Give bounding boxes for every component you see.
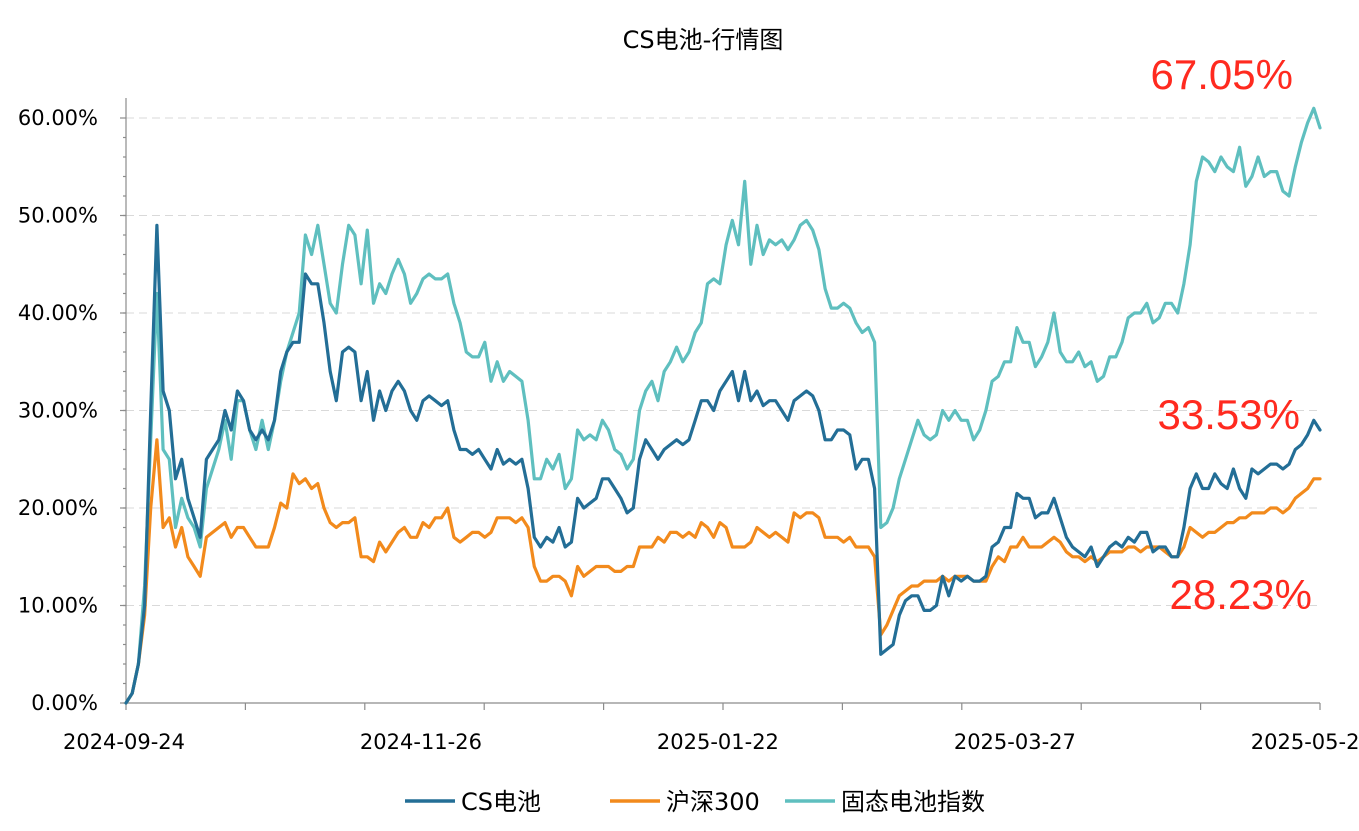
legend-label: 固态电池指数 — [841, 788, 985, 816]
annotation-cs-battery-return: 33.53% — [1158, 391, 1300, 438]
y-tick-label: 20.00% — [18, 496, 98, 520]
y-tick-label: 40.00% — [18, 301, 98, 325]
y-tick-label: 50.00% — [18, 204, 98, 228]
series-line-2 — [124, 106, 1322, 705]
x-tick-label: 2024-11-26 — [360, 730, 482, 754]
x-axis: 2024-09-24 2024-11-26 2025-01-22 2025-03-27… — [63, 702, 1359, 754]
annotation-solid-state-return: 67.05% — [1151, 51, 1293, 98]
y-tick-label: 60.00% — [18, 106, 98, 130]
y-axis: 0.00% 10.00% 20.00% 30.00% 40.00% 50.00% 60.00… — [18, 98, 127, 715]
legend-label: CS电池 — [461, 788, 541, 816]
series-line-1 — [124, 438, 1322, 705]
x-tick-label: 2024-09-24 — [63, 730, 185, 754]
legend-label: 沪深300 — [666, 788, 760, 816]
x-tick-label: 2025-01-22 — [657, 730, 779, 754]
chart-title: CS电池-行情图 — [623, 26, 784, 54]
annotation-hs300-return: 28.23% — [1170, 571, 1312, 618]
series-line-0 — [124, 223, 1322, 705]
y-tick-label: 30.00% — [18, 399, 98, 423]
x-tick-label: 2025-03-27 — [954, 730, 1076, 754]
legend: CS电池 沪深300 固态电池指数 — [405, 788, 985, 816]
y-tick-label: 0.00% — [31, 691, 98, 715]
x-tick-label: 2025-05-28 — [1251, 730, 1359, 754]
y-tick-label: 10.00% — [18, 594, 98, 618]
series-lines — [124, 106, 1322, 705]
